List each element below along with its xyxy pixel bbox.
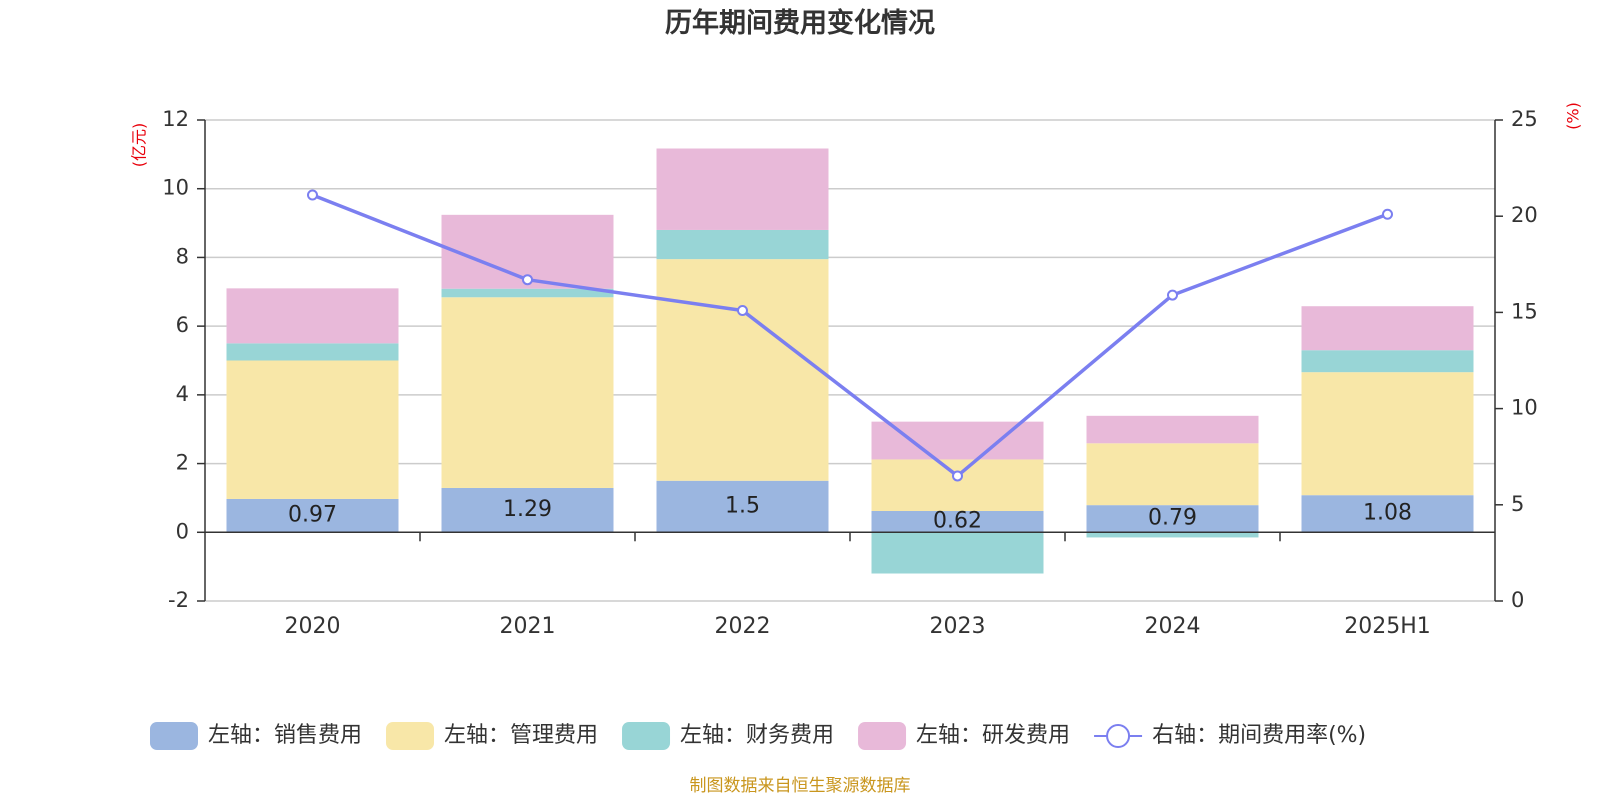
right-axis-tick-label: 5 xyxy=(1511,492,1524,516)
legend: 左轴：销售费用 左轴：管理费用 左轴：财务费用 左轴：研发费用 右轴：期间费用率(%) xyxy=(150,722,1366,750)
left-axis-tick-label: -2 xyxy=(168,588,189,612)
legend-marker-swatch xyxy=(1106,724,1131,748)
bar-segment xyxy=(1086,415,1259,444)
bar-data-label: 1.08 xyxy=(1363,501,1412,526)
x-axis-tick-label: 2024 xyxy=(1145,614,1201,639)
rate-point xyxy=(737,304,748,316)
right-axis-tick-label: 20 xyxy=(1511,203,1538,227)
x-axis-tick-label: 2020 xyxy=(285,614,341,639)
bar-data-label: 0.97 xyxy=(288,503,337,528)
x-axis-tick-label: 2021 xyxy=(500,614,556,639)
legend-label: 左轴：财务费用 xyxy=(680,723,834,748)
right-axis-unit: (%) xyxy=(1564,102,1583,130)
legend-swatch xyxy=(386,722,435,750)
left-axis-tick-label: 12 xyxy=(162,107,189,131)
bar-segment xyxy=(1086,532,1259,538)
right-axis-tick-label: 0 xyxy=(1511,588,1524,612)
chart-title: 历年期间费用变化情况 xyxy=(665,7,935,39)
data-labels: 0.97 1.29 1.5 0.62 0.79 1.08 xyxy=(288,494,1412,534)
bar-segment xyxy=(871,510,1044,533)
rate-point xyxy=(307,189,318,201)
bar-data-label: 0.62 xyxy=(933,509,982,534)
left-axis-tick-label: 2 xyxy=(176,451,189,475)
bar-segment xyxy=(1301,350,1474,373)
left-axis-tick-label: 6 xyxy=(176,313,189,337)
bar-segment xyxy=(1086,505,1259,533)
bar-segment xyxy=(1086,443,1259,506)
x-axis-tick-label: 2022 xyxy=(715,614,771,639)
bar-segment xyxy=(656,229,829,260)
legend-label: 右轴：期间费用率(%) xyxy=(1152,723,1366,748)
bar-segment xyxy=(226,498,399,533)
bar-segment xyxy=(871,459,1044,511)
bar-segment xyxy=(226,343,399,361)
bar-segment xyxy=(441,288,614,298)
left-axis-unit: (亿元) xyxy=(130,123,149,168)
x-axis-tick-label: 2025H1 xyxy=(1344,614,1431,639)
bar-segment xyxy=(656,480,829,533)
left-axis-tick-label: 8 xyxy=(176,244,189,268)
bars xyxy=(226,148,1474,574)
bar-segment xyxy=(871,532,1044,574)
legend-label: 左轴：研发费用 xyxy=(916,723,1070,748)
bar-segment xyxy=(1301,306,1474,351)
bar-segment xyxy=(656,148,829,230)
left-axis-tick-label: 10 xyxy=(162,176,189,200)
legend-swatch xyxy=(622,722,671,750)
bar-segment xyxy=(226,288,399,344)
bar-segment xyxy=(441,487,614,533)
right-axis-tick-label: 25 xyxy=(1511,107,1538,131)
bar-segment xyxy=(441,297,614,488)
right-axis-tick-label: 15 xyxy=(1511,299,1538,323)
legend-label: 左轴：销售费用 xyxy=(208,723,362,748)
rate-point xyxy=(522,274,533,286)
bar-data-label: 1.29 xyxy=(503,497,552,522)
legend-swatch xyxy=(858,722,907,750)
left-axis-tick-label: 0 xyxy=(176,519,189,543)
bar-segment xyxy=(1301,495,1474,533)
bar-data-label: 1.5 xyxy=(725,494,760,519)
bar-segment xyxy=(1301,372,1474,496)
rate-point xyxy=(1167,289,1178,301)
axes: -2 0 2 4 6 8 10 12 0 5 10 15 20 25 2020 2021 2022 2023 202… xyxy=(162,107,1537,639)
rate-point xyxy=(952,470,963,482)
right-axis-tick-label: 10 xyxy=(1511,396,1538,420)
legend-swatch xyxy=(150,722,198,750)
left-axis-tick-label: 4 xyxy=(176,382,189,406)
rate-line xyxy=(307,189,1393,482)
bar-segment xyxy=(656,259,829,481)
x-axis-tick-label: 2023 xyxy=(930,614,986,639)
bar-segment xyxy=(226,360,399,499)
rate-point xyxy=(1382,208,1393,220)
source-footer: 制图数据来自恒生聚源数据库 xyxy=(690,776,911,796)
legend-label: 左轴：管理费用 xyxy=(444,723,598,748)
rate-series-line xyxy=(311,193,1389,478)
bar-data-label: 0.79 xyxy=(1148,506,1197,531)
